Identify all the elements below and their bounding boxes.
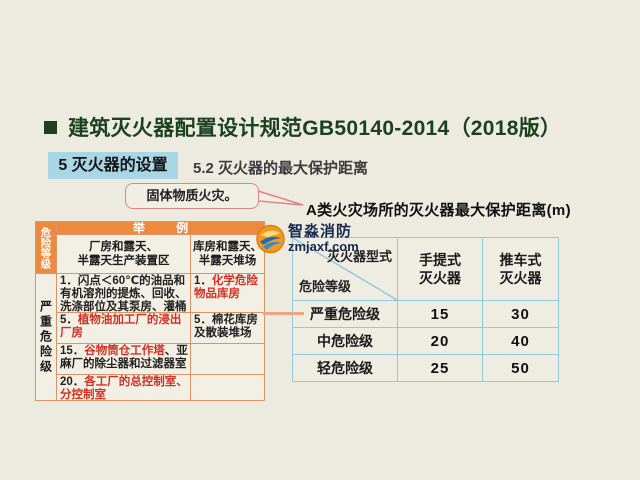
distance-table: 灭火器型式 危险等级 手提式 灭火器 推车式 灭火器 严重危险级 15 30 中… xyxy=(292,237,559,382)
example-table-group-label: 严重危险级 xyxy=(36,274,56,400)
section-subtitle: 5.2 灭火器的最大保护距离 xyxy=(193,160,369,177)
row-value: 15 xyxy=(398,301,482,327)
col1-header-line1: 厂房和露天、 xyxy=(89,241,158,253)
bullet-square-icon xyxy=(44,120,57,134)
diagonal-bottom-label: 危险等级 xyxy=(299,279,352,294)
cell-text: 5．棉花库房及散装堆场 xyxy=(194,314,258,339)
col2-header-line2: 半露天堆场 xyxy=(198,255,257,267)
table-cell: 15．谷物筒仓工作塔、亚麻厂的除尘器和过滤器室 xyxy=(57,344,190,374)
row-value: 40 xyxy=(483,328,558,354)
example-table-header: 举 例 xyxy=(57,222,264,234)
cell-text: 20． xyxy=(60,376,85,388)
cell-text: 1． xyxy=(194,275,212,287)
diagonal-top-label: 灭火器型式 xyxy=(326,249,392,264)
watermark-site: zmjaxf.com xyxy=(288,239,359,254)
table-cell-empty xyxy=(191,375,264,400)
row-label: 严重危险级 xyxy=(293,301,397,327)
page-title: 建筑灭火器配置设计规范GB50140-2014（2018版） xyxy=(68,117,562,140)
brand-logo-icon xyxy=(256,224,285,254)
section-label: 5 灭火器的设置 xyxy=(48,152,178,179)
example-table: 危险等级 举 例 厂房和露天、 半露天生产装置区 库房和露天、 半露天堆场 严重… xyxy=(35,221,265,401)
cell-text: 1．闪点＜60℃的油品和有机溶剂的提炼、回收、洗涤部位及其泵房、灌桶间 xyxy=(60,275,187,312)
col2-header-line1: 库房和露天、 xyxy=(193,241,262,253)
callout-tail-icon xyxy=(257,189,304,206)
distance-table-title: A类火灾场所的灭火器最大保护距离(m) xyxy=(306,202,571,219)
connector-line xyxy=(263,312,304,315)
watermark-brand: 智淼消防 xyxy=(288,223,353,240)
portable-column-header: 手提式 灭火器 xyxy=(398,238,482,300)
distance-table-diagonal-cell: 灭火器型式 危险等级 xyxy=(293,238,397,300)
table-cell-empty xyxy=(191,344,264,374)
row-label: 轻危险级 xyxy=(293,355,397,381)
row-value: 25 xyxy=(398,355,482,381)
diagonal-line-icon xyxy=(293,238,397,300)
row-value: 50 xyxy=(483,355,558,381)
col1-header-line2: 半露天生产装置区 xyxy=(77,255,170,267)
table-cell: 1．闪点＜60℃的油品和有机溶剂的提炼、回收、洗涤部位及其泵房、灌桶间 xyxy=(57,274,190,312)
title-row: 建筑灭火器配置设计规范GB50140-2014（2018版） xyxy=(44,112,561,142)
table-cell: 5．植物油加工厂的浸出厂房 xyxy=(57,313,190,343)
cell-text: 、亚麻厂的除尘器和过滤器室 xyxy=(60,345,188,370)
example-table-col2-header: 库房和露天、 半露天堆场 xyxy=(191,235,264,273)
cell-text-red: 各工厂的总控制室、分控制室 xyxy=(60,376,188,400)
row-label: 中危险级 xyxy=(293,328,397,354)
example-table-corner-header: 危险等级 xyxy=(36,222,56,273)
table-cell: 1．化学危险物品库房 xyxy=(191,274,264,312)
watermark: 智淼消防 zmjaxf.com xyxy=(256,224,359,254)
row-value: 20 xyxy=(398,328,482,354)
callout-bubble: 固体物质火灾。 xyxy=(125,183,259,209)
row-value: 30 xyxy=(483,301,558,327)
table-cell: 20．各工厂的总控制室、分控制室 xyxy=(57,375,190,400)
wheeled-column-header: 推车式 灭火器 xyxy=(483,238,558,300)
cell-text-red: 谷物筒仓工作塔 xyxy=(84,345,165,357)
cell-text-red: 化学危险物品库房 xyxy=(194,275,258,300)
example-table-col1-header: 厂房和露天、 半露天生产装置区 xyxy=(57,235,190,273)
cell-text: 5． xyxy=(60,314,78,326)
watermark-text: 智淼消防 zmjaxf.com xyxy=(288,224,359,254)
cell-text: 15． xyxy=(60,345,85,357)
cell-text-red: 植物油加工厂的浸出厂房 xyxy=(60,314,182,339)
table-cell: 5．棉花库房及散装堆场 xyxy=(191,313,264,343)
